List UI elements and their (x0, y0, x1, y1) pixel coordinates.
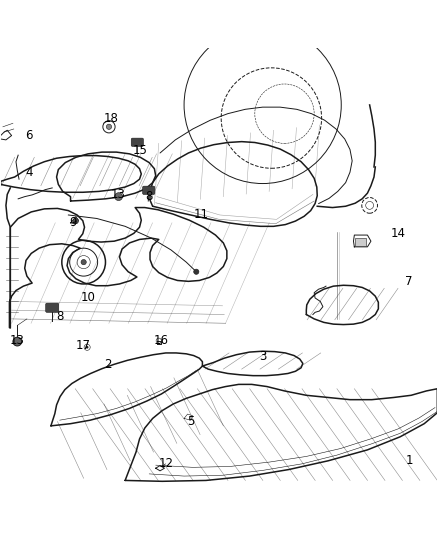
Text: 15: 15 (133, 144, 148, 157)
Text: 11: 11 (194, 208, 209, 221)
Text: 3: 3 (259, 350, 266, 362)
Text: 13: 13 (111, 188, 126, 201)
Text: 8: 8 (56, 310, 64, 323)
Circle shape (13, 337, 21, 346)
Text: 18: 18 (103, 111, 118, 125)
Circle shape (115, 193, 123, 200)
Text: 17: 17 (75, 338, 90, 352)
FancyBboxPatch shape (143, 186, 155, 195)
Text: 9: 9 (69, 216, 77, 229)
Text: 4: 4 (25, 166, 33, 179)
Text: 12: 12 (158, 457, 173, 470)
Bar (355, 238, 366, 246)
Text: 1: 1 (405, 454, 413, 467)
Text: 14: 14 (391, 227, 406, 240)
Circle shape (106, 124, 112, 130)
Text: 13: 13 (10, 334, 25, 347)
Circle shape (194, 269, 199, 274)
FancyBboxPatch shape (46, 303, 59, 312)
Text: 10: 10 (81, 290, 95, 304)
FancyBboxPatch shape (131, 138, 144, 147)
Text: 2: 2 (104, 358, 111, 372)
Text: 8: 8 (145, 190, 153, 203)
Circle shape (81, 260, 86, 265)
Circle shape (73, 219, 78, 224)
Text: 16: 16 (154, 334, 169, 347)
Text: 7: 7 (405, 275, 413, 288)
Text: 6: 6 (25, 129, 33, 142)
Text: 5: 5 (187, 415, 194, 428)
Circle shape (86, 346, 88, 349)
